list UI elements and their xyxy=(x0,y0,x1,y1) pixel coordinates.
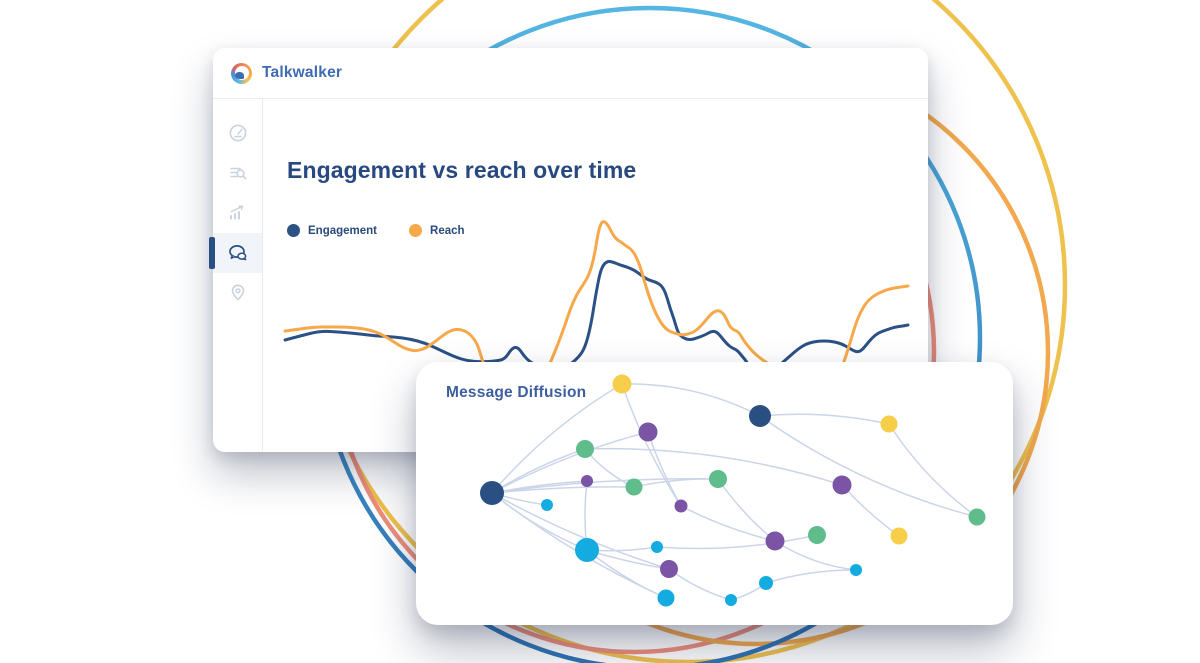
network-node-n19 xyxy=(660,560,678,578)
network-node-n5 xyxy=(576,440,594,458)
message-diffusion-network-chart xyxy=(480,374,986,607)
talkwalker-logo-icon[interactable] xyxy=(231,62,252,84)
edge-n12-n14 xyxy=(680,505,776,542)
engagement-line xyxy=(283,259,910,378)
gauge-icon xyxy=(229,124,246,142)
chart-title: Engagement vs reach over time xyxy=(287,157,637,183)
network-node-n18 xyxy=(651,541,663,553)
network-node-n6 xyxy=(581,475,593,487)
edge-n18-n15 xyxy=(656,534,818,550)
edge-n8-n14 xyxy=(717,478,776,542)
sidebar-item-conversation[interactable] xyxy=(209,233,262,273)
network-node-n16 xyxy=(890,527,908,545)
network-node-n12 xyxy=(674,499,688,513)
network-node-n14 xyxy=(765,531,785,551)
chart-legend: Engagement Reach xyxy=(287,224,465,237)
app-header: Talkwalker xyxy=(213,48,928,99)
network-node-n9 xyxy=(832,475,852,495)
network-node-n13 xyxy=(968,508,986,526)
edge-hub-n4 xyxy=(491,431,649,494)
network-node-n17 xyxy=(575,538,599,562)
engagement-legend-label: Engagement xyxy=(308,224,378,237)
network-node-n20 xyxy=(850,564,862,576)
sidebar-item-bar-chart[interactable] xyxy=(213,193,262,233)
network-node-n21 xyxy=(759,576,773,590)
reach-legend-label: Reach xyxy=(430,224,465,237)
search-list-icon xyxy=(229,167,246,180)
sidebar-item-location-pin[interactable] xyxy=(213,273,262,313)
legend-item-engagement: Engagement xyxy=(287,224,377,237)
diffusion-card-title: Message Diffusion xyxy=(446,384,587,401)
edge-n1-n12 xyxy=(621,383,682,507)
bar-chart-icon xyxy=(229,205,243,220)
network-node-n7 xyxy=(625,478,643,496)
network-node-n2 xyxy=(749,405,771,427)
edge-n4-n12 xyxy=(647,431,682,507)
edge-hub-n1 xyxy=(491,383,623,494)
network-node-n1 xyxy=(612,374,632,394)
edge-n2-n3 xyxy=(759,413,890,425)
network-node-n3 xyxy=(880,415,898,433)
message-diffusion-card: Message Diffusion xyxy=(416,362,1013,625)
edge-hub-n8 xyxy=(491,478,719,494)
edge-n17-n22 xyxy=(586,549,667,599)
engagement-legend-dot xyxy=(287,224,300,237)
network-node-n11 xyxy=(541,499,553,511)
edge-n14-n20 xyxy=(774,540,857,571)
edge-n5-n9 xyxy=(584,447,843,486)
sidebar-item-search-list[interactable] xyxy=(213,153,262,193)
edge-n9-n16 xyxy=(841,484,900,537)
edge-hub-n19 xyxy=(491,492,670,570)
network-node-n8 xyxy=(709,470,727,488)
brand-wordmark[interactable]: Talkwalker xyxy=(262,64,343,81)
legend-item-reach: Reach xyxy=(409,224,465,237)
network-node-hub xyxy=(480,481,504,505)
network-node-n23 xyxy=(725,594,737,606)
chart-panel: Engagement vs reach over time Engagement… xyxy=(263,99,928,451)
edge-n19-n23 xyxy=(668,568,732,601)
edge-n1-n2 xyxy=(621,383,761,417)
conversation-icon xyxy=(228,245,246,261)
edge-n2-n13 xyxy=(759,415,978,518)
network-node-n22 xyxy=(657,589,675,607)
edge-n21-n20 xyxy=(765,569,857,584)
location-pin-icon xyxy=(231,284,244,301)
reach-legend-dot xyxy=(409,224,423,237)
network-node-n15 xyxy=(808,526,826,544)
sidebar-nav xyxy=(209,99,263,451)
edge-n3-n13 xyxy=(888,423,978,518)
network-node-n4 xyxy=(638,422,658,442)
sidebar-item-gauge[interactable] xyxy=(213,113,262,153)
